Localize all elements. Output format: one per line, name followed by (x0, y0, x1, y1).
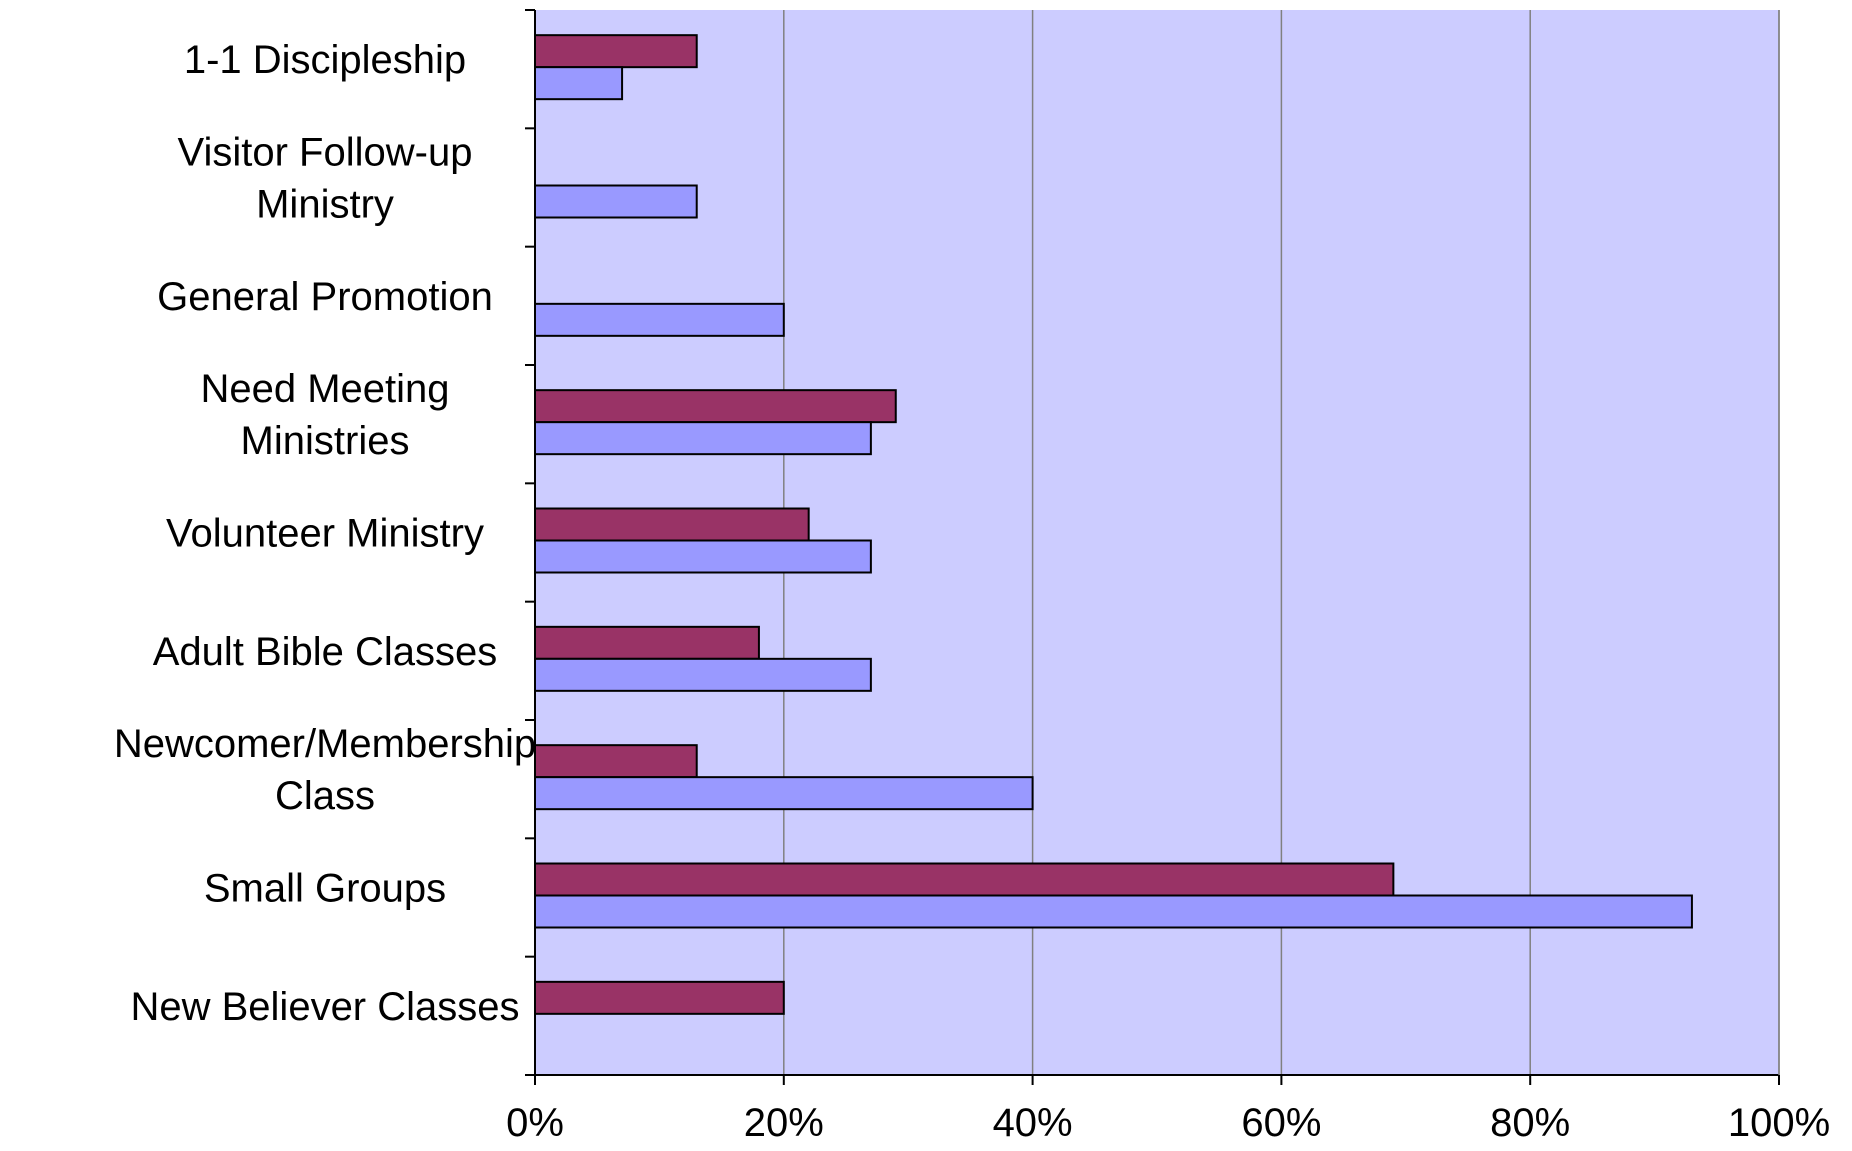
x-tick-label: 20% (744, 1101, 824, 1145)
category-labels: 1-1 Discipleship Visitor Follow-up Ministr… (114, 38, 536, 1029)
tick-labels: 0% 20% 40% 60% 80% 100% (506, 1101, 1830, 1145)
bar-series-2 (534, 657, 872, 692)
x-tick-label: 80% (1490, 1101, 1570, 1145)
bar-series-1 (534, 389, 897, 424)
x-tick-label: 40% (993, 1101, 1073, 1145)
bar-series-2 (534, 421, 872, 456)
category-label-line: Small Groups (204, 867, 446, 911)
bar-series-1 (534, 862, 1395, 897)
category-label-line: General Promotion (157, 275, 493, 319)
bar-series-2 (534, 66, 624, 101)
bar-series-1 (534, 744, 698, 779)
category-label-line: 1-1 Discipleship (184, 38, 466, 82)
bar-series-2 (534, 776, 1034, 811)
category-label-line: Need Meeting (200, 367, 449, 411)
x-tick-label: 0% (506, 1101, 564, 1145)
category-label-line: Newcomer/Membership (114, 722, 536, 766)
bar-series-2 (534, 184, 698, 219)
bar-series-1 (534, 625, 760, 660)
category-label: Newcomer/Membership Class (114, 722, 536, 818)
category-label-line: New Believer Classes (130, 985, 519, 1029)
category-label: General Promotion (157, 275, 493, 319)
bar-series-1 (534, 34, 698, 69)
bar-series-1 (534, 507, 810, 542)
bar-series-2 (534, 302, 785, 337)
category-label: 1-1 Discipleship (184, 38, 466, 82)
category-label: Small Groups (204, 867, 446, 911)
category-label: Adult Bible Classes (153, 630, 498, 674)
category-label: New Believer Classes (130, 985, 519, 1029)
category-label: Volunteer Ministry (166, 512, 484, 556)
category-label-line: Adult Bible Classes (153, 630, 498, 674)
bar-series-2 (534, 894, 1693, 929)
category-label: Need Meeting Ministries (200, 367, 449, 463)
category-label-line: Visitor Follow-up (178, 131, 473, 175)
x-tick-label: 60% (1241, 1101, 1321, 1145)
bars (534, 34, 1693, 1015)
bar-series-1 (534, 980, 785, 1015)
category-label: Visitor Follow-up Ministry (178, 131, 473, 227)
category-label-line: Ministries (241, 419, 410, 463)
bar-series-2 (534, 539, 872, 574)
category-label-line: Volunteer Ministry (166, 512, 484, 556)
x-tick-label: 100% (1728, 1101, 1830, 1145)
category-label-line: Class (275, 774, 375, 818)
category-label-line: Ministry (256, 183, 394, 227)
axes (525, 9, 1780, 1085)
